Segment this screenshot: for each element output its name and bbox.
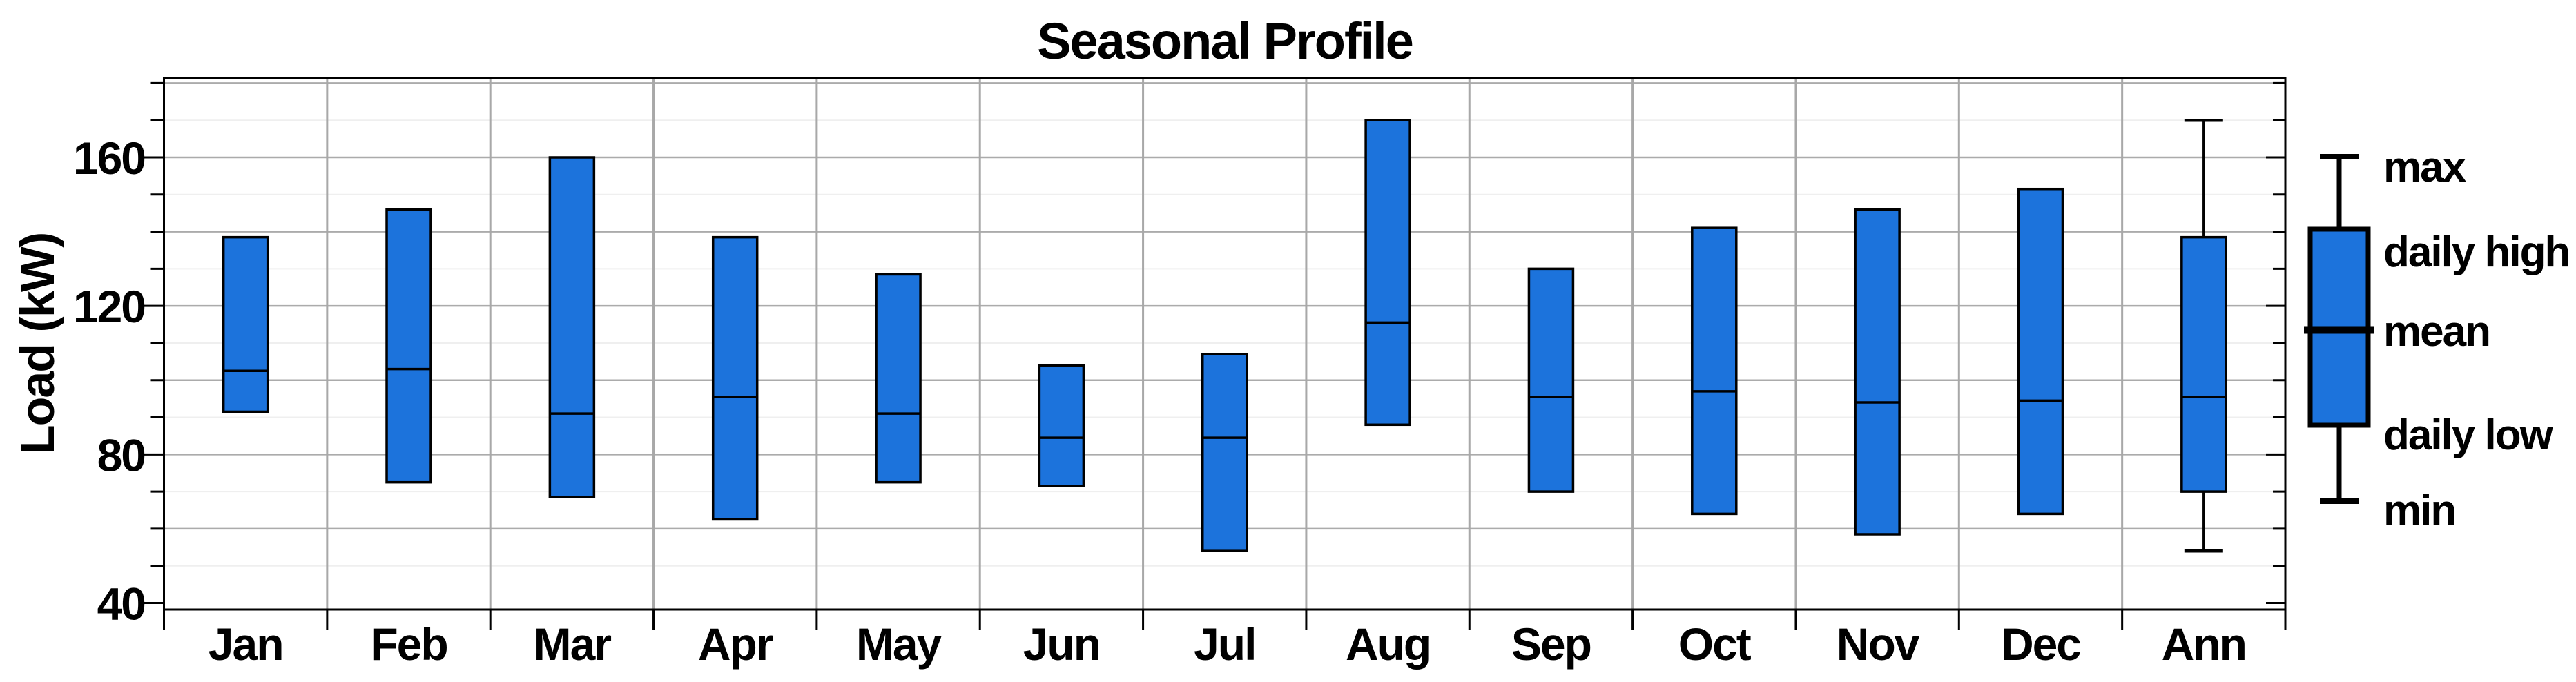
x-tick-label-May: May xyxy=(856,618,942,670)
box-May xyxy=(875,273,922,484)
x-tick-label-Jun: Jun xyxy=(1023,618,1100,670)
box-Aug xyxy=(1364,119,1411,427)
box-Apr xyxy=(711,235,759,521)
legend-label-daily-high: daily high xyxy=(2383,228,2569,276)
x-tick-label-Mar: Mar xyxy=(534,618,612,670)
y-tick-label-80: 80 xyxy=(97,429,145,480)
y-tick-label-40: 40 xyxy=(97,578,145,630)
box-Dec xyxy=(2017,187,2064,516)
box-Nov xyxy=(1854,208,1901,536)
y-tick-label-160: 160 xyxy=(73,133,145,184)
y-axis-title: Load (kW) xyxy=(10,233,64,454)
legend-label-max: max xyxy=(2383,144,2467,191)
x-tick-label-Nov: Nov xyxy=(1837,618,1920,670)
box-Sep xyxy=(1527,267,1575,493)
x-tick-label-Dec: Dec xyxy=(2001,618,2080,670)
x-tick-label-Feb: Feb xyxy=(370,618,447,670)
x-tick-label-Apr: Apr xyxy=(698,618,773,670)
x-tick-label-Jan: Jan xyxy=(209,618,283,670)
legend: max daily high mean daily low min xyxy=(2304,144,2570,534)
legend-label-mean: mean xyxy=(2383,308,2490,355)
box-Oct xyxy=(1691,226,1738,516)
category-separator-layer xyxy=(326,78,2124,610)
axis-tick-layer xyxy=(141,81,2287,630)
x-tick-label-Jul: Jul xyxy=(1194,618,1255,670)
box-Feb xyxy=(385,208,432,484)
x-tick-label-Sep: Sep xyxy=(1511,618,1591,670)
legend-label-daily-low: daily low xyxy=(2383,411,2554,459)
x-tick-label-Aug: Aug xyxy=(1346,618,1430,670)
x-tick-label-Ann: Ann xyxy=(2162,618,2246,670)
chart-title: Seasonal Profile xyxy=(1037,12,1413,70)
box-Ann xyxy=(2180,235,2227,493)
legend-label-min: min xyxy=(2383,487,2455,534)
box-Jun xyxy=(1038,364,1085,487)
y-tick-labels: 40 80 120 160 xyxy=(73,133,146,630)
x-tick-labels: Jan Feb Mar Apr May Jun Jul Aug Sep Oct Nov Dec Ann xyxy=(209,618,2247,670)
box-Mar xyxy=(548,156,596,498)
box-Jan xyxy=(222,235,269,413)
y-tick-label-120: 120 xyxy=(73,281,145,332)
x-tick-label-Oct: Oct xyxy=(1678,618,1752,670)
box-series-layer xyxy=(222,118,2227,553)
box-Jul xyxy=(1201,353,1248,552)
